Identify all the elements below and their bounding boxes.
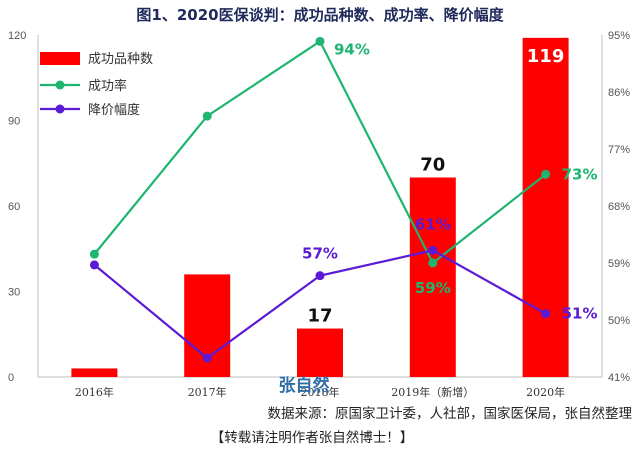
x-tick-label: 2020年 [526,385,565,399]
rate-line [93,39,547,265]
source-note: 数据来源：原国家卫计委，人社部，国家医保局，张自然整理 [268,405,633,422]
rate-point [315,36,325,46]
legend-swatch-bar [40,52,80,65]
bar-value-label: 119 [527,46,565,67]
price-cut-value-label: 57% [302,245,338,263]
rate-point [202,111,212,121]
left-tick-label: 30 [8,287,20,299]
price-cut-point [541,309,551,319]
left-tick-label: 90 [8,116,20,128]
right-axis-ticks: 41% 50% 59% 68% 77% 86% 95% [608,30,630,384]
rate-point [428,258,438,268]
left-tick-label: 120 [8,30,26,42]
line-series [89,36,551,363]
price-cut-point [202,353,212,363]
legend-swatch-rate-marker [55,80,65,90]
legend-label-price: 降价幅度 [88,102,140,118]
data-labels: 17 70 119 94% 59% 73% 57% 61% 51% [302,40,597,326]
legend: 成功品种数 成功率 降价幅度 [40,52,153,118]
bar-value-label: 17 [307,306,332,327]
bar [522,37,569,377]
copyright-note: 【转载请注明作者张自然博士！】 [211,429,414,446]
right-tick-label: 86% [608,87,630,99]
left-tick-label: 0 [8,372,14,384]
right-tick-label: 95% [608,30,630,42]
rate-value-label: 94% [334,40,370,58]
right-tick-label: 68% [608,201,630,213]
x-tick-label: 2018年 [301,385,340,399]
right-tick-label: 50% [608,315,630,327]
price-cut-point [315,271,325,281]
price-cut-value-label: 51% [562,305,598,323]
x-tick-label: 2017年 [188,385,227,399]
rate-point [541,169,551,179]
rate-value-label: 59% [415,279,451,297]
left-axis-ticks: 0 30 60 90 120 [8,30,26,384]
right-tick-label: 77% [608,144,630,156]
right-tick-label: 41% [608,372,630,384]
bar-value-label: 70 [420,155,445,176]
chart-title: 图1、2020医保谈判：成功品种数、成功率、降价幅度 [136,6,504,24]
price-cut-value-label: 61% [415,215,451,233]
rate-value-label: 73% [562,165,598,183]
legend-swatch-price-marker [55,104,65,114]
rate-point [89,249,99,259]
x-tick-label: 2019年（新增） [391,385,474,399]
bar [409,177,456,377]
left-tick-label: 60 [8,201,20,213]
right-tick-label: 59% [608,258,630,270]
x-axis-ticks: 2016年 2017年 2018年 2019年（新增） 2020年 [75,385,565,399]
bar [297,328,343,377]
price-cut-point [428,245,438,255]
watermark: 张自然 [279,375,330,396]
price-cut-point [89,260,99,270]
legend-label-count: 成功品种数 [88,52,153,67]
legend-label-rate: 成功率 [88,78,127,94]
bar [71,368,118,377]
x-tick-label: 2016年 [75,385,114,399]
